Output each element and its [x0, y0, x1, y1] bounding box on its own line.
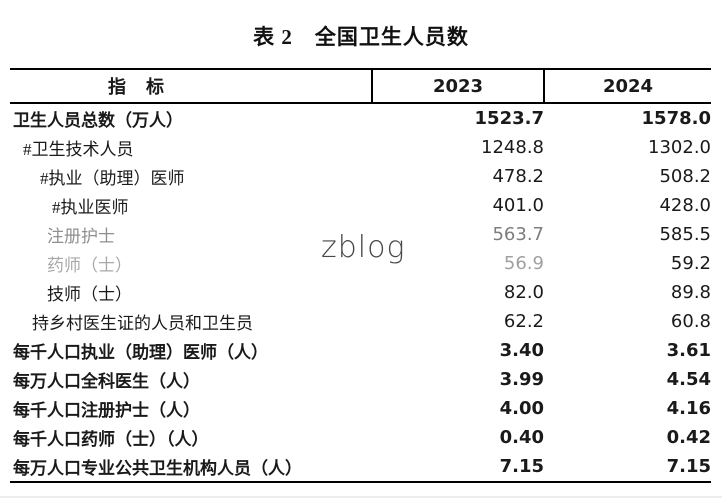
value-2024: 59.2: [670, 253, 711, 274]
bottom-edge-line: [0, 496, 722, 498]
row-label: 每千人口药师（士）（人）: [13, 430, 209, 449]
value-2024: 508.2: [659, 166, 711, 187]
value-2023: 3.99: [499, 369, 544, 390]
row-label: #执业医师: [52, 198, 129, 217]
row-label: 每千人口注册护士（人）: [13, 401, 200, 420]
value-2024: 60.8: [670, 311, 711, 332]
value-2023: 82.0: [503, 282, 544, 303]
value-2024: 3.61: [666, 340, 711, 361]
value-2023: 1523.7: [474, 108, 544, 129]
row-label: #执业（助理）医师: [40, 169, 185, 188]
row-label: 技师（士）: [47, 285, 132, 304]
value-2024: 1302.0: [648, 137, 711, 158]
value-2023: 401.0: [492, 195, 544, 216]
table-row: 持乡村医生证的人员和卫生员 62.2 60.8: [10, 307, 711, 336]
value-2024: 0.42: [666, 427, 711, 448]
row-label: 每千人口执业（助理）医师（人）: [13, 343, 268, 362]
table-row: 药师（士） 56.9 59.2: [10, 249, 711, 278]
value-2023: 0.40: [499, 427, 544, 448]
value-2024: 7.15: [666, 456, 711, 477]
row-label: 每万人口专业公共卫生机构人员（人）: [13, 459, 302, 478]
table-row: 卫生人员总数（万人） 1523.7 1578.0: [10, 103, 711, 133]
value-2024: 4.16: [666, 398, 711, 419]
table-row: 每千人口药师（士）（人） 0.40 0.42: [10, 423, 711, 452]
row-label: 每万人口全科医生（人）: [13, 372, 200, 391]
value-2024: 585.5: [659, 224, 711, 245]
table-row: 每千人口执业（助理）医师（人） 3.40 3.61: [10, 336, 711, 365]
value-2023: 563.7: [492, 224, 544, 245]
value-2024: 89.8: [670, 282, 711, 303]
col-header-2023: 2023: [371, 69, 544, 104]
value-2023: 56.9: [503, 253, 544, 274]
table-row: #执业（助理）医师 478.2 508.2: [10, 162, 711, 191]
table-row: 每万人口专业公共卫生机构人员（人） 7.15 7.15: [10, 452, 711, 482]
page-title: 表 2 全国卫生人员数: [253, 25, 469, 49]
header-row: 指 标 2023 2024: [10, 69, 711, 104]
value-2023: 4.00: [499, 398, 544, 419]
value-2023: 7.15: [499, 456, 544, 477]
watermark: zblog: [321, 230, 406, 265]
table-row: 技师（士） 82.0 89.8: [10, 278, 711, 307]
value-2023: 3.40: [499, 340, 544, 361]
value-2023: 1248.8: [481, 137, 544, 158]
col-header-indicator: 指 标: [10, 69, 372, 104]
health-personnel-table: 指 标 2023 2024 卫生人员总数（万人） 1523.7 1578.0 #…: [10, 68, 711, 483]
value-2024: 4.54: [666, 369, 711, 390]
row-label: 持乡村医生证的人员和卫生员: [32, 314, 253, 333]
table-row: #执业医师 401.0 428.0: [10, 191, 711, 220]
value-2023: 62.2: [503, 311, 544, 332]
row-label: #卫生技术人员: [23, 140, 134, 159]
table-row: 每千人口注册护士（人） 4.00 4.16: [10, 394, 711, 423]
row-label: 卫生人员总数（万人）: [13, 111, 183, 130]
table-row: 注册护士 563.7 585.5: [10, 220, 711, 249]
row-label: 药师（士）: [47, 256, 132, 275]
row-label: 注册护士: [47, 227, 115, 246]
table-row: 每万人口全科医生（人） 3.99 4.54: [10, 365, 711, 394]
table-row: #卫生技术人员 1248.8 1302.0: [10, 133, 711, 162]
col-header-2024: 2024: [543, 69, 711, 104]
value-2024: 428.0: [659, 195, 711, 216]
value-2023: 478.2: [492, 166, 544, 187]
value-2024: 1578.0: [641, 108, 711, 129]
